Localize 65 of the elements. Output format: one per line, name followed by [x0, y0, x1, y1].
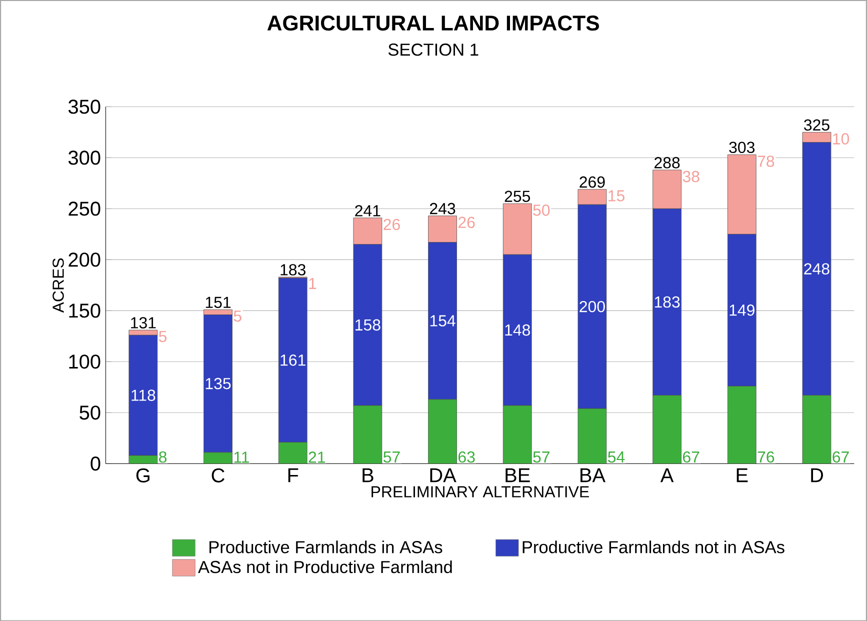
y-tick-label: 50 [80, 405, 100, 420]
data-label: 54 [608, 451, 625, 463]
total-label: 325 [804, 119, 830, 130]
x-tick-label: DA [430, 468, 456, 482]
legend-label: Productive Farmlands not in ASAs [522, 540, 784, 554]
data-label: 183 [654, 296, 680, 308]
total-label: 241 [355, 204, 380, 216]
data-label: 78 [758, 155, 774, 167]
x-tick-label: E [736, 468, 748, 482]
legend-label: Productive Farmlands in ASAs [210, 540, 442, 554]
chart-title: AGRICULTURAL LAND IMPACTS [267, 15, 599, 30]
total-label: 303 [729, 142, 755, 153]
data-label: 148 [505, 324, 530, 336]
data-label: 26 [458, 216, 475, 228]
total-label: 269 [580, 176, 605, 188]
total-label: 243 [430, 202, 456, 214]
data-label: 1 [309, 278, 316, 289]
data-label: 21 [308, 451, 325, 463]
data-label: 11 [234, 452, 249, 463]
total-label: 288 [654, 156, 680, 168]
y-axis-title: ACRES [52, 258, 64, 313]
x-tick-label: C [212, 468, 224, 482]
legend-label: ASAs not in Productive Farmland [198, 560, 452, 574]
total-label: 151 [206, 296, 231, 308]
data-label: 67 [832, 451, 849, 463]
data-label: 57 [533, 451, 550, 463]
data-label: 154 [430, 315, 456, 326]
data-label: 50 [533, 204, 550, 216]
x-tick-label: BE [506, 468, 530, 482]
y-tick-label: 250 [68, 201, 100, 216]
data-label: 15 [608, 190, 624, 202]
x-tick-label: G [136, 468, 150, 482]
data-label: 135 [206, 378, 231, 390]
x-tick-label: F [288, 468, 298, 482]
x-tick-label: A [660, 468, 674, 482]
data-label: 38 [682, 170, 700, 182]
data-label: 5 [234, 310, 242, 322]
total-label: 183 [280, 264, 306, 276]
x-tick-label: BA [580, 468, 606, 482]
y-tick-label: 350 [68, 100, 100, 114]
data-label: 63 [458, 451, 475, 463]
y-tick-label: 0 [90, 456, 100, 471]
x-tick-label: B [362, 468, 374, 482]
data-label: 158 [356, 319, 380, 330]
x-axis-title: PRELIMINARY ALTERNATIVE [372, 486, 589, 498]
y-tick-label: 200 [68, 252, 100, 267]
data-label: 200 [580, 300, 605, 312]
data-label: 26 [384, 218, 400, 230]
data-label: 5 [158, 330, 167, 342]
data-label: 248 [804, 263, 830, 274]
y-tick-label: 100 [69, 354, 100, 369]
data-label: 118 [132, 390, 156, 401]
y-tick-label: 300 [68, 150, 100, 165]
total-label: 255 [504, 190, 530, 202]
data-label: 8 [159, 451, 166, 463]
y-tick-label: 150 [69, 303, 100, 318]
data-label: 149 [730, 304, 754, 316]
data-label: 67 [683, 451, 700, 463]
total-label: 131 [131, 317, 156, 328]
data-label: 10 [833, 133, 850, 144]
chart-subtitle: SECTION 1 [388, 43, 478, 56]
data-label: 57 [383, 451, 400, 463]
data-label: 76 [758, 451, 774, 463]
x-tick-label: D [811, 468, 823, 482]
data-label: 161 [280, 354, 306, 366]
